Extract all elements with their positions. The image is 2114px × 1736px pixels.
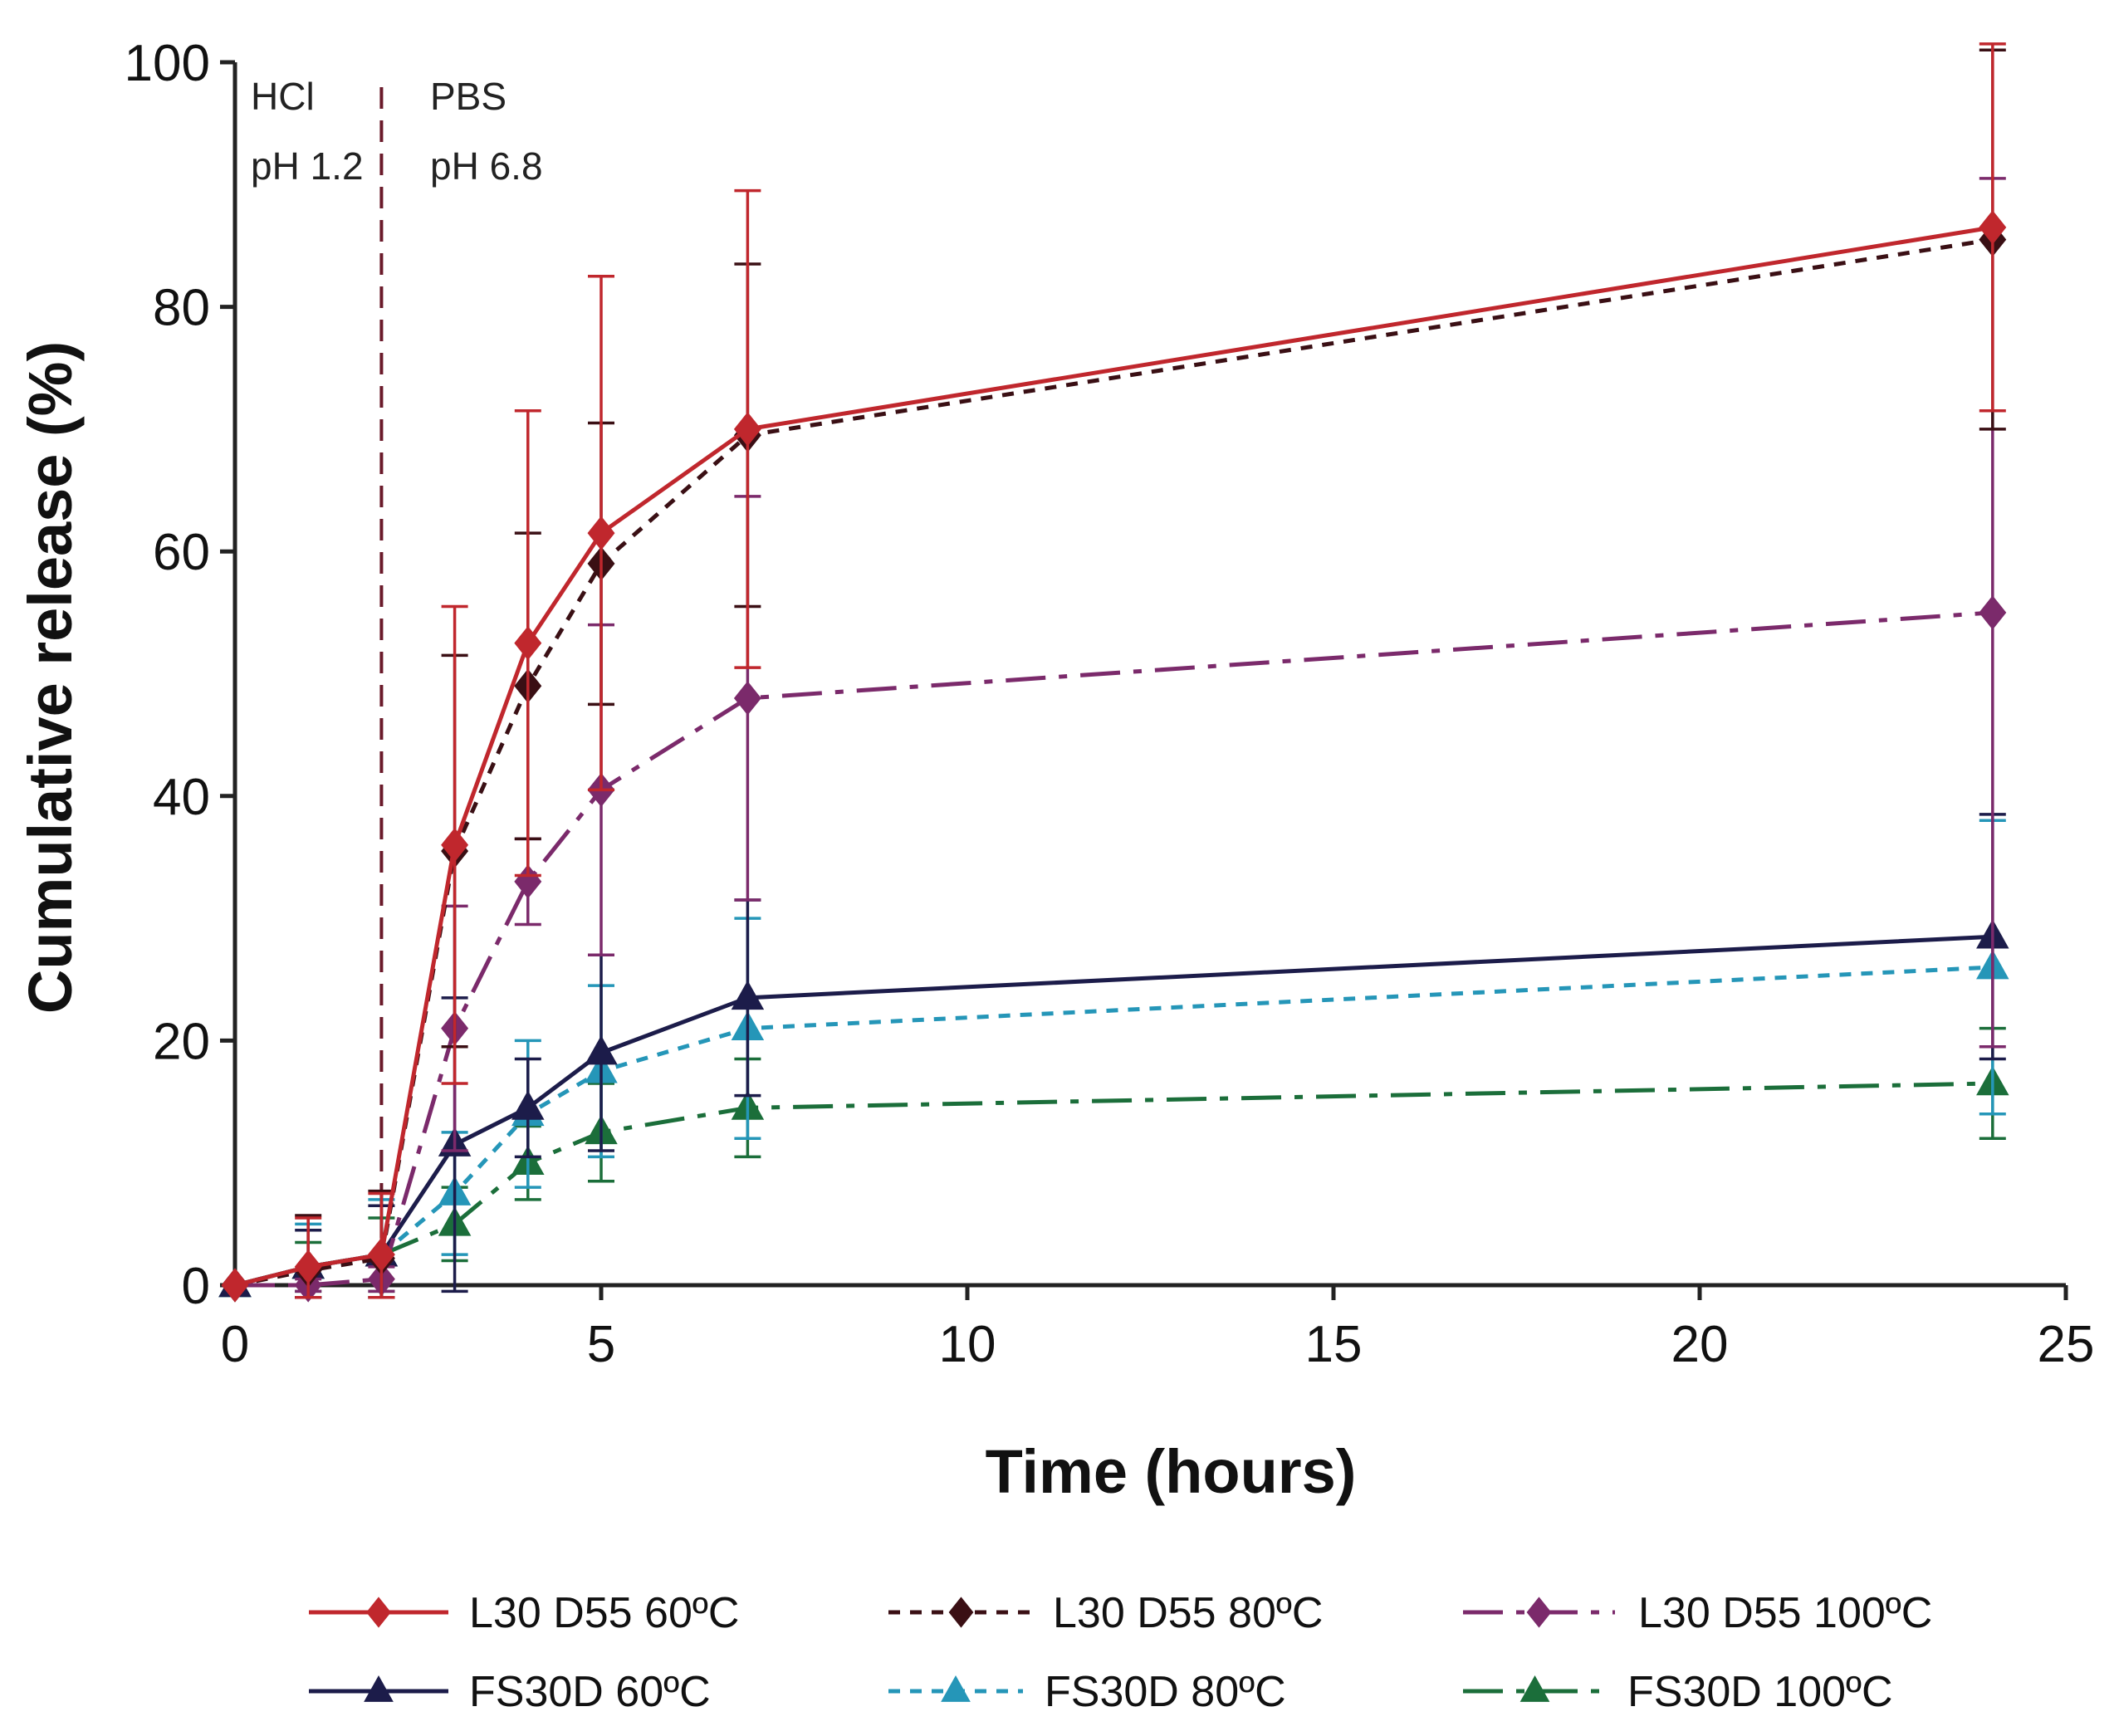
y-axis-title: Cumulative release (%) [16,341,85,1014]
data-point [441,828,469,863]
data-point [587,516,615,550]
phase-label-pbs-ph: pH 6.8 [430,144,543,188]
data-point [511,1090,545,1120]
data-point [585,1035,618,1065]
series-line [234,965,1993,1288]
data-point [294,1249,322,1284]
legend-swatch-marker [1526,1597,1552,1628]
data-point [733,412,761,447]
series-3 [221,177,2007,1303]
legend-label-5: FS30D 80ºC [1045,1668,1286,1716]
y-tick-label: 40 [153,769,210,826]
series-2 [221,48,2007,1303]
phase-label-pbs: PBS [430,75,506,118]
legend-label-6: FS30D 100ºC [1627,1668,1893,1716]
data-point [733,681,761,716]
series-line [234,1081,1993,1288]
series-1 [221,42,2007,1303]
legend-swatch-marker [941,1675,971,1702]
y-tick-label: 0 [182,1258,210,1315]
legend-label-3: L30 D55 100ºC [1638,1589,1932,1637]
series-6 [218,1026,2009,1298]
legend-label-2: L30 D55 80ºC [1053,1589,1323,1637]
data-point [1979,210,2007,245]
legend-label-4: FS30D 60ºC [469,1668,711,1716]
phase-label-hcl: HCl [251,75,315,118]
series-4 [218,813,2009,1299]
y-tick-label: 80 [153,280,210,337]
x-axis-title: Time (hours) [986,1437,1357,1506]
x-tick-label: 15 [1305,1316,1363,1373]
series-5 [218,819,2009,1299]
data-point [1979,595,2007,630]
legend: L30 D55 60ºC L30 D55 80ºC L30 D55 100ºC … [309,1589,1932,1716]
data-point [367,1237,395,1272]
legend-swatch-marker [366,1597,391,1628]
legend-swatch-marker [948,1597,974,1628]
legend-swatch-marker [1519,1675,1550,1702]
x-tick-label: 20 [1671,1316,1729,1373]
legend-label-1: L30 D55 60ºC [469,1589,739,1637]
x-tick-label: 5 [587,1316,615,1373]
data-point [221,1268,249,1303]
data-point [514,626,542,661]
x-tick-label: 10 [939,1316,996,1373]
y-tick-label: 60 [153,524,210,581]
x-tick-label: 0 [221,1316,249,1373]
phase-label-hcl-ph: pH 1.2 [251,144,364,188]
series-line [234,934,1993,1288]
y-tick-label: 100 [125,35,210,92]
legend-swatch-marker [364,1675,394,1702]
series-line [234,237,1994,1288]
x-tick-label: 25 [2038,1316,2095,1373]
series-line [234,225,1994,1288]
data-point [731,980,765,1010]
y-tick-label: 20 [153,1013,210,1070]
